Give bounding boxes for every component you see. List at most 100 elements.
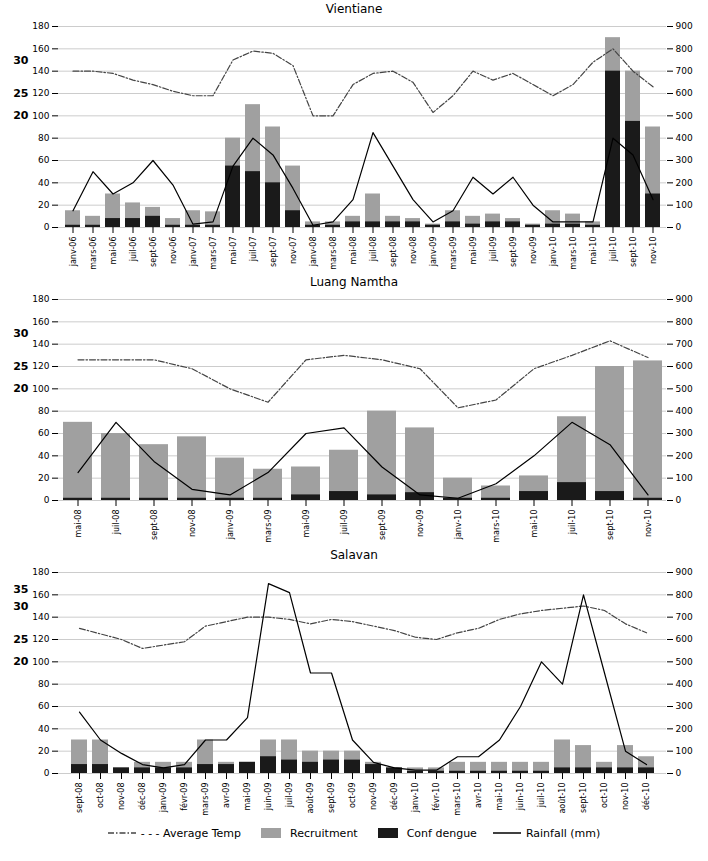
- svg-text:180: 180: [32, 21, 49, 31]
- svg-text:20: 20: [38, 746, 50, 756]
- svg-text:160: 160: [32, 317, 49, 327]
- svg-text:200: 200: [676, 724, 693, 734]
- svg-text:500: 500: [676, 111, 693, 121]
- svg-text:25: 25: [13, 360, 28, 373]
- svg-text:mars-07: mars-07: [209, 237, 218, 270]
- svg-text:juil-09: juil-09: [489, 237, 498, 263]
- svg-text:600: 600: [676, 361, 693, 371]
- svg-text:0: 0: [676, 768, 682, 778]
- svg-text:juil-07: juil-07: [249, 237, 258, 263]
- svg-text:160: 160: [32, 44, 49, 54]
- svg-text:100: 100: [676, 746, 693, 756]
- svg-text:700: 700: [676, 66, 693, 76]
- svg-text:20: 20: [13, 382, 29, 395]
- svg-text:800: 800: [676, 44, 693, 54]
- svg-text:500: 500: [676, 657, 693, 667]
- svg-text:nov-07: nov-07: [289, 237, 298, 265]
- svg-text:oct-10: oct-10: [600, 783, 609, 809]
- svg-text:nov-10: nov-10: [621, 783, 630, 811]
- svg-text:juin-10: juin-10: [516, 783, 525, 812]
- svg-text:janv-09: janv-09: [226, 510, 235, 541]
- svg-text:nov-08: nov-08: [117, 783, 126, 811]
- svg-text:60: 60: [38, 428, 50, 438]
- svg-text:140: 140: [32, 66, 49, 76]
- svg-text:800: 800: [676, 317, 693, 327]
- svg-text:mai-08: mai-08: [74, 510, 83, 538]
- svg-text:sept-06: sept-06: [149, 237, 158, 267]
- svg-text:mars-10: mars-10: [453, 783, 462, 816]
- svg-text:35: 35: [13, 583, 28, 596]
- svg-text:mai-07: mai-07: [229, 237, 238, 265]
- svg-text:sept-08: sept-08: [389, 237, 398, 267]
- svg-text:mai-09: mai-09: [302, 510, 311, 538]
- svg-text:juil-10: juil-10: [537, 783, 546, 809]
- svg-text:mars-10: mars-10: [492, 510, 501, 543]
- svg-text:nov-08: nov-08: [188, 510, 197, 538]
- svg-text:nov-10: nov-10: [649, 237, 658, 265]
- svg-text:30: 30: [13, 54, 29, 67]
- svg-text:25: 25: [13, 633, 28, 646]
- svg-text:mai-10: mai-10: [589, 237, 598, 265]
- svg-text:140: 140: [32, 612, 49, 622]
- svg-text:20: 20: [13, 655, 29, 668]
- svg-text:30: 30: [13, 327, 29, 340]
- svg-text:160: 160: [32, 590, 49, 600]
- svg-text:déc-09: déc-09: [389, 783, 399, 810]
- svg-text:400: 400: [676, 406, 693, 416]
- svg-text:120: 120: [32, 361, 49, 371]
- svg-text:25: 25: [13, 87, 28, 100]
- svg-text:janv-10: janv-10: [549, 237, 558, 268]
- svg-text:40: 40: [38, 178, 50, 188]
- svg-text:oct-08: oct-08: [96, 783, 105, 809]
- svg-text:mars-06: mars-06: [89, 237, 98, 270]
- svg-text:140: 140: [32, 339, 49, 349]
- svg-text:mai-10: mai-10: [495, 783, 504, 811]
- svg-text:févr-09: févr-09: [179, 783, 189, 811]
- svg-text:sept-08: sept-08: [75, 783, 84, 813]
- svg-text:800: 800: [676, 590, 693, 600]
- svg-text:janv-08: janv-08: [309, 237, 318, 268]
- svg-text:juin-09: juin-09: [264, 783, 273, 812]
- svg-text:déc-10: déc-10: [641, 783, 651, 810]
- svg-text:0: 0: [676, 222, 682, 232]
- svg-text:juil-08: juil-08: [369, 237, 378, 263]
- svg-text:80: 80: [38, 133, 50, 143]
- svg-text:300: 300: [676, 155, 693, 165]
- svg-text:100: 100: [32, 384, 49, 394]
- svg-text:janv-06: janv-06: [69, 237, 78, 268]
- svg-text:avr-10: avr-10: [474, 783, 483, 808]
- svg-text:60: 60: [38, 701, 50, 711]
- svg-text:200: 200: [676, 451, 693, 461]
- svg-text:200: 200: [676, 178, 693, 188]
- svg-text:mars-09: mars-09: [201, 783, 210, 816]
- svg-text:30: 30: [13, 600, 29, 613]
- svg-text:700: 700: [676, 339, 693, 349]
- svg-text:80: 80: [38, 406, 50, 416]
- svg-text:40: 40: [38, 451, 50, 461]
- svg-text:janv-09: janv-09: [429, 237, 438, 268]
- svg-text:100: 100: [676, 473, 693, 483]
- svg-text:0: 0: [676, 495, 682, 505]
- svg-text:0: 0: [44, 222, 50, 232]
- svg-text:80: 80: [38, 679, 50, 689]
- svg-text:mai-08: mai-08: [349, 237, 358, 265]
- svg-text:janv-10: janv-10: [454, 510, 463, 541]
- svg-text:20: 20: [38, 200, 50, 210]
- svg-text:20: 20: [13, 109, 29, 122]
- svg-text:nov-10: nov-10: [644, 510, 653, 538]
- svg-text:sept-07: sept-07: [269, 237, 278, 267]
- svg-text:nov-08: nov-08: [409, 237, 418, 265]
- svg-text:juil-10: juil-10: [609, 237, 618, 263]
- svg-text:0: 0: [44, 495, 50, 505]
- svg-text:nov-09: nov-09: [529, 237, 538, 265]
- svg-text:sept-09: sept-09: [509, 237, 518, 267]
- svg-text:300: 300: [676, 701, 693, 711]
- svg-text:mai-10: mai-10: [530, 510, 539, 538]
- svg-text:mars-09: mars-09: [264, 510, 273, 543]
- svg-text:sept-10: sept-10: [629, 237, 638, 267]
- svg-text:sept-10: sept-10: [579, 783, 588, 813]
- svg-text:juil-10: juil-10: [568, 510, 577, 536]
- svg-text:nov-06: nov-06: [169, 237, 178, 265]
- svg-text:janv-07: janv-07: [189, 237, 198, 268]
- svg-text:mai-06: mai-06: [109, 237, 118, 265]
